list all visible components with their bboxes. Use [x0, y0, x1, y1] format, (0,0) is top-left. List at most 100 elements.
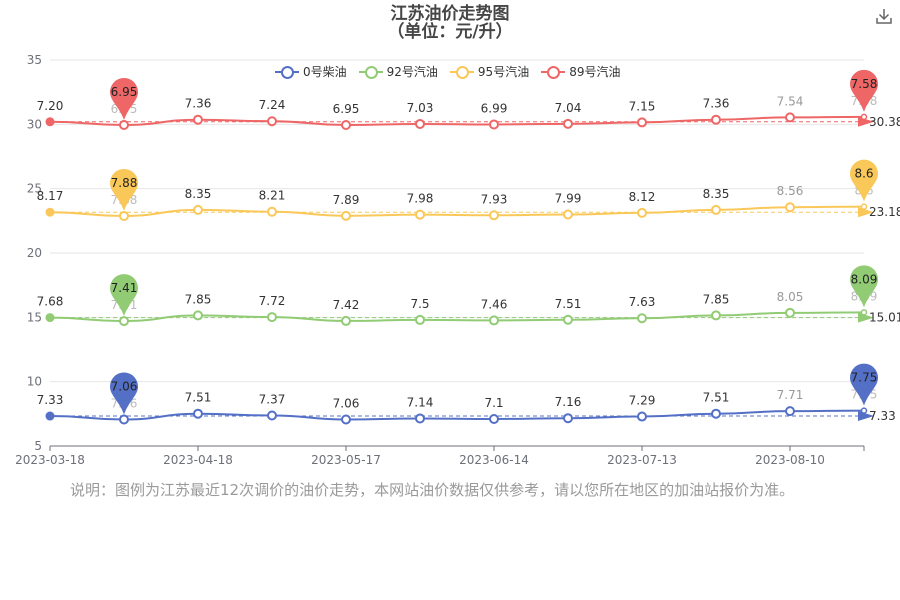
x-tick-label: 2023-08-10 — [755, 453, 825, 467]
data-label: 7.46 — [481, 297, 508, 311]
data-point — [267, 116, 277, 127]
max-pin — [850, 363, 878, 406]
data-label: 8.12 — [629, 190, 656, 204]
data-point — [637, 411, 647, 422]
data-point — [860, 113, 868, 121]
data-point — [785, 202, 795, 213]
data-label: 7.85 — [185, 292, 212, 306]
legend-item[interactable]: 92号汽油 — [358, 63, 438, 80]
x-tick-label: 2023-05-17 — [311, 453, 381, 467]
data-label: 7.72 — [259, 294, 286, 308]
data-label: 7.36 — [703, 97, 730, 111]
data-point — [637, 117, 647, 128]
legend-item[interactable]: 89号汽油 — [541, 63, 620, 80]
data-point — [489, 413, 499, 424]
legend-label: 95号汽油 — [477, 65, 530, 79]
data-point — [341, 119, 351, 130]
min-pin-label: 6.95 — [111, 85, 138, 99]
data-point — [267, 410, 277, 421]
data-label: 8.17 — [37, 189, 64, 203]
data-point — [45, 117, 55, 127]
data-label: 7.06 — [333, 396, 360, 410]
data-point — [489, 210, 499, 221]
data-label: 8.35 — [185, 187, 212, 201]
data-label: 7.98 — [407, 192, 434, 206]
data-point — [119, 316, 129, 327]
data-label: 7.51 — [555, 297, 582, 311]
legend-item[interactable]: 95号汽油 — [449, 63, 530, 80]
data-point — [415, 118, 425, 129]
data-label: 7.68 — [37, 295, 64, 309]
chart-legend: 0号柴油 92号汽油 95号汽油 89号汽油 — [275, 63, 620, 80]
legend-label: 0号柴油 — [303, 65, 347, 79]
data-point — [45, 411, 55, 421]
data-label: 7.24 — [259, 98, 286, 112]
data-point — [637, 313, 647, 324]
min-pin-label: 7.88 — [111, 176, 138, 190]
data-point — [341, 315, 351, 326]
x-tick-label: 2023-03-18 — [15, 453, 85, 467]
data-label: 7.89 — [333, 193, 360, 207]
data-label: 7.51 — [185, 391, 212, 405]
data-point — [415, 314, 425, 325]
data-label: 7.04 — [555, 101, 582, 115]
data-label: 6.99 — [481, 101, 508, 115]
data-point — [860, 203, 868, 210]
data-point — [45, 207, 55, 217]
y-tick-label: 20 — [27, 246, 42, 260]
x-tick-label: 2023-07-13 — [607, 453, 677, 467]
series-0: 7.33 7.33 7.06 7.51 7.37 7.06 7.14 7.1 7.16 7.29 7… — [37, 363, 896, 425]
chart-note: 说明：图例为江苏最近12次调价的油价走势，本网站油价数据仅供参考，请以您所在地区… — [70, 481, 795, 499]
min-pin — [110, 77, 138, 120]
data-point — [119, 210, 129, 221]
y-tick-label: 30 — [27, 117, 42, 131]
download-icon[interactable] — [874, 6, 894, 26]
data-point — [193, 114, 203, 125]
average-label: 7.33 — [869, 409, 896, 423]
y-tick-label: 15 — [27, 310, 42, 324]
data-point — [711, 114, 721, 125]
data-label: 7.14 — [407, 395, 434, 409]
data-label: 7.36 — [185, 97, 212, 111]
data-point — [341, 210, 351, 221]
data-point — [860, 309, 868, 316]
data-label: 7.15 — [629, 99, 656, 113]
series-2: 23.18 8.17 7.88 8.35 8.21 7.89 7.98 7.93 7.99 8.1… — [37, 159, 900, 221]
average-label: 23.18 — [869, 205, 900, 219]
data-label: 8.21 — [259, 189, 286, 203]
data-label: 7.71 — [777, 388, 804, 402]
average-arrow — [858, 410, 874, 421]
data-point — [785, 307, 795, 318]
series-line — [49, 311, 865, 323]
data-point — [711, 204, 721, 215]
data-point — [415, 413, 425, 424]
x-tick-label: 2023-06-14 — [459, 453, 529, 467]
data-label: 7.29 — [629, 394, 656, 408]
data-point — [563, 413, 573, 424]
max-pin — [850, 159, 878, 202]
data-point — [637, 207, 647, 218]
data-label: 7.03 — [407, 101, 434, 115]
average-label: 30.38 — [869, 115, 900, 129]
data-label: 7.33 — [37, 393, 64, 407]
series-line — [49, 115, 865, 126]
data-point — [341, 414, 351, 425]
y-tick-label: 35 — [27, 53, 42, 67]
data-point — [711, 310, 721, 321]
data-point — [415, 209, 425, 220]
data-point — [563, 314, 573, 325]
legend-item[interactable]: 0号柴油 — [275, 63, 347, 80]
data-label: 7.85 — [703, 292, 730, 306]
chart-subtitle: （单位：元/升） — [387, 22, 513, 42]
legend-label: 89号汽油 — [569, 65, 621, 79]
data-label: 7.42 — [333, 298, 360, 312]
data-point — [489, 315, 499, 326]
legend-symbol — [358, 65, 383, 79]
average-arrow — [858, 207, 874, 218]
legend-symbol — [275, 65, 299, 79]
data-label: 7.99 — [555, 192, 582, 206]
max-pin-label: 7.75 — [851, 371, 878, 385]
min-pin — [110, 372, 138, 415]
data-point — [193, 310, 203, 321]
